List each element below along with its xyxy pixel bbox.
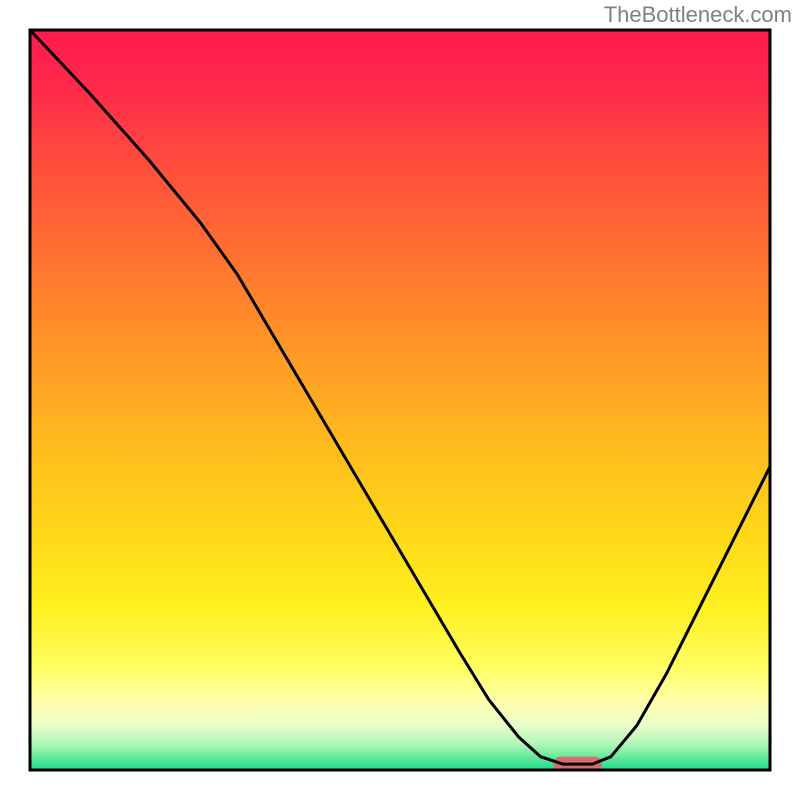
- chart-container: TheBottleneck.com: [0, 0, 800, 800]
- watermark-text: TheBottleneck.com: [604, 2, 792, 28]
- gradient-background: [30, 30, 770, 770]
- bottleneck-chart: [0, 0, 800, 800]
